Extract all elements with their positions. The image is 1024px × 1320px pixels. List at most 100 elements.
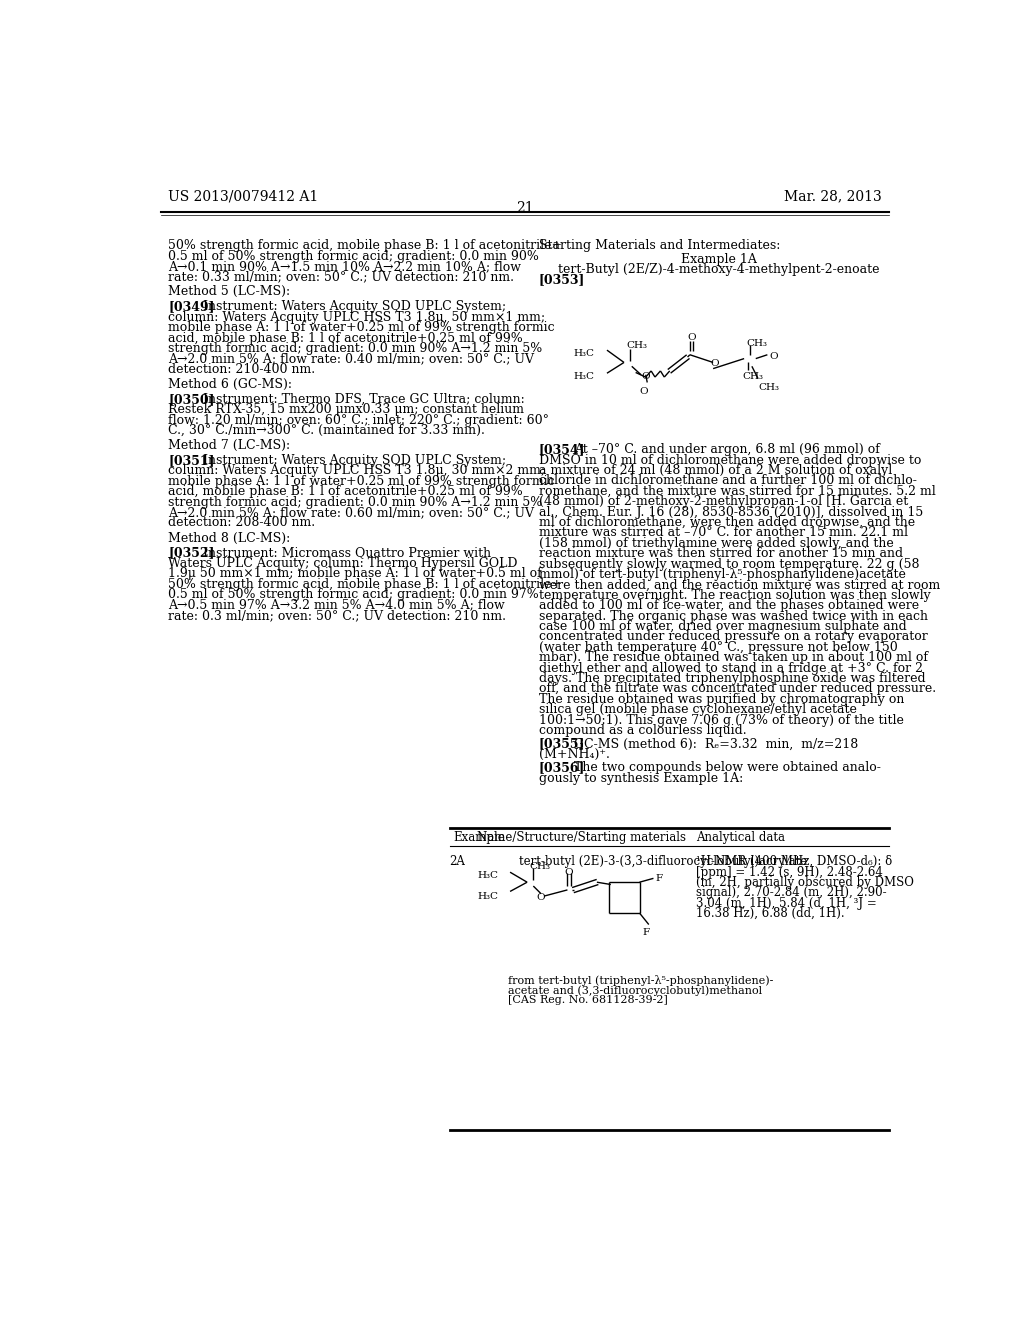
Text: subsequently slowly warmed to room temperature. 22 g (58: subsequently slowly warmed to room tempe…	[539, 557, 920, 570]
Text: acid, mobile phase B: 1 l of acetonitrile+0.25 ml of 99%: acid, mobile phase B: 1 l of acetonitril…	[168, 331, 523, 345]
Text: [0356]: [0356]	[539, 762, 585, 775]
Text: mobile phase A: 1 l of water+0.25 ml of 99% strength formic: mobile phase A: 1 l of water+0.25 ml of …	[168, 475, 555, 488]
Text: US 2013/0079412 A1: US 2013/0079412 A1	[168, 189, 318, 203]
Text: Method 6 (GC-MS):: Method 6 (GC-MS):	[168, 378, 292, 391]
Text: Instrument: Micromass Quattro Premier with: Instrument: Micromass Quattro Premier wi…	[203, 546, 492, 560]
Text: [0354]: [0354]	[539, 444, 586, 457]
Text: F: F	[643, 928, 650, 937]
Text: (48 mmol) of 2-methoxy-2-methylpropan-1-ol [H. Garcia et: (48 mmol) of 2-methoxy-2-methylpropan-1-…	[539, 495, 908, 508]
Text: from tert-butyl (triphenyl-λ⁵-phosphanylidene)-: from tert-butyl (triphenyl-λ⁵-phosphanyl…	[508, 974, 773, 986]
Text: DMSO in 10 ml of dichloromethane were added dropwise to: DMSO in 10 ml of dichloromethane were ad…	[539, 454, 922, 467]
Text: detection: 208-400 nm.: detection: 208-400 nm.	[168, 516, 315, 529]
Text: The two compounds below were obtained analo-: The two compounds below were obtained an…	[574, 762, 882, 775]
Text: O: O	[640, 387, 648, 396]
Text: C., 30° C./min→300° C. (maintained for 3.33 min).: C., 30° C./min→300° C. (maintained for 3…	[168, 424, 485, 437]
Text: case 100 ml of water, dried over magnesium sulphate and: case 100 ml of water, dried over magnesi…	[539, 620, 906, 634]
Text: [0351]: [0351]	[168, 454, 215, 467]
Text: strength formic acid; gradient: 0.0 min 90% A→1.2 min 5%: strength formic acid; gradient: 0.0 min …	[168, 342, 543, 355]
Text: [0350]: [0350]	[168, 393, 215, 405]
Text: compound as a colourless liquid.: compound as a colourless liquid.	[539, 723, 746, 737]
Text: Instrument: Waters Acquity SQD UPLC System;: Instrument: Waters Acquity SQD UPLC Syst…	[203, 454, 506, 467]
Text: mmol) of tert-butyl (triphenyl-λ⁵-phosphanylidene)acetate: mmol) of tert-butyl (triphenyl-λ⁵-phosph…	[539, 568, 905, 581]
Text: CH₃: CH₃	[529, 862, 551, 871]
Text: A→2.0 min 5% A; flow rate: 0.60 ml/min; oven: 50° C.; UV: A→2.0 min 5% A; flow rate: 0.60 ml/min; …	[168, 506, 535, 519]
Text: O: O	[564, 869, 573, 878]
Text: 50% strength formic acid, mobile phase B: 1 l of acetonitrile+: 50% strength formic acid, mobile phase B…	[168, 239, 562, 252]
Text: rate: 0.3 ml/min; oven: 50° C.; UV detection: 210 nm.: rate: 0.3 ml/min; oven: 50° C.; UV detec…	[168, 609, 506, 622]
Text: silica gel (mobile phase cyclohexane/ethyl acetate: silica gel (mobile phase cyclohexane/eth…	[539, 704, 857, 717]
Text: O: O	[537, 892, 546, 902]
Text: detection: 210-400 nm.: detection: 210-400 nm.	[168, 363, 315, 376]
Text: 1.9μ 50 mm×1 mm; mobile phase A: 1 l of water+0.5 ml of: 1.9μ 50 mm×1 mm; mobile phase A: 1 l of …	[168, 568, 542, 581]
Text: rate: 0.33 ml/min; oven: 50° C.; UV detection: 210 nm.: rate: 0.33 ml/min; oven: 50° C.; UV dete…	[168, 271, 514, 284]
Text: [CAS Reg. No. 681128-39-2]: [CAS Reg. No. 681128-39-2]	[508, 995, 668, 1006]
Text: The residue obtained was purified by chromatography on: The residue obtained was purified by chr…	[539, 693, 904, 706]
Text: [0349]: [0349]	[168, 301, 215, 313]
Text: [0352]: [0352]	[168, 546, 215, 560]
Text: strength formic acid; gradient: 0.0 min 90% A→1.2 min 5%: strength formic acid; gradient: 0.0 min …	[168, 496, 543, 508]
Text: 16.38 Hz), 6.88 (dd, 1H).: 16.38 Hz), 6.88 (dd, 1H).	[696, 907, 845, 920]
Text: romethane, and the mixture was stirred for 15 minutes. 5.2 ml: romethane, and the mixture was stirred f…	[539, 484, 936, 498]
Text: A→0.5 min 97% A→3.2 min 5% A→4.0 min 5% A; flow: A→0.5 min 97% A→3.2 min 5% A→4.0 min 5% …	[168, 598, 505, 611]
Text: Name/Structure/Starting materials: Name/Structure/Starting materials	[477, 832, 686, 845]
Text: H₃C: H₃C	[573, 348, 595, 358]
Text: separated. The organic phase was washed twice with in each: separated. The organic phase was washed …	[539, 610, 928, 623]
Text: CH₃: CH₃	[758, 383, 779, 392]
Text: Waters UPLC Acquity; column: Thermo Hypersil GOLD: Waters UPLC Acquity; column: Thermo Hype…	[168, 557, 518, 570]
Text: chloride in dichloromethane and a further 100 ml of dichlo-: chloride in dichloromethane and a furthe…	[539, 474, 916, 487]
Text: Method 5 (LC-MS):: Method 5 (LC-MS):	[168, 285, 291, 298]
Text: [0353]: [0353]	[539, 273, 585, 286]
Text: [0355]: [0355]	[539, 738, 585, 751]
Text: 0.5 ml of 50% strength formic acid; gradient: 0.0 min 97%: 0.5 ml of 50% strength formic acid; grad…	[168, 589, 539, 601]
Text: (m, 2H, partially obscured by DMSO: (m, 2H, partially obscured by DMSO	[696, 876, 914, 890]
Text: Method 7 (LC-MS):: Method 7 (LC-MS):	[168, 440, 291, 451]
Text: 50% strength formic acid, mobile phase B: 1 l of acetonitrile+: 50% strength formic acid, mobile phase B…	[168, 578, 562, 590]
Text: were then added, and the reaction mixture was stirred at room: were then added, and the reaction mixtur…	[539, 578, 940, 591]
Text: O: O	[641, 372, 649, 380]
Text: al., Chem. Eur. J. 16 (28), 8530-8536 (2010)], dissolved in 15: al., Chem. Eur. J. 16 (28), 8530-8536 (2…	[539, 506, 923, 519]
Text: 2A: 2A	[450, 855, 465, 869]
Text: mixture was stirred at –70° C. for another 15 min. 22.1 ml: mixture was stirred at –70° C. for anoth…	[539, 527, 907, 540]
Text: reaction mixture was then stirred for another 15 min and: reaction mixture was then stirred for an…	[539, 548, 903, 560]
Text: column: Waters Acquity UPLC HSS T3 1.8μ, 50 mm×1 mm;: column: Waters Acquity UPLC HSS T3 1.8μ,…	[168, 312, 546, 323]
Text: F: F	[655, 874, 663, 883]
Text: CH₃: CH₃	[746, 339, 767, 347]
Text: O: O	[711, 359, 719, 367]
Text: column: Waters Acquity UPLC HSS T3 1.8μ, 30 mm×2 mm;: column: Waters Acquity UPLC HSS T3 1.8μ,…	[168, 465, 546, 478]
Text: 100:1→50:1). This gave 7.06 g (73% of theory) of the title: 100:1→50:1). This gave 7.06 g (73% of th…	[539, 714, 903, 726]
Text: gously to synthesis Example 1A:: gously to synthesis Example 1A:	[539, 772, 743, 784]
Text: 0.5 ml of 50% strength formic acid; gradient: 0.0 min 90%: 0.5 ml of 50% strength formic acid; grad…	[168, 249, 540, 263]
Text: GC-MS (method 6):  Rₑ=3.32  min,  m/z=218: GC-MS (method 6): Rₑ=3.32 min, m/z=218	[574, 738, 859, 751]
Text: Analytical data: Analytical data	[696, 832, 785, 845]
Text: acid, mobile phase B: 1 l of acetonitrile+0.25 ml of 99%: acid, mobile phase B: 1 l of acetonitril…	[168, 486, 523, 498]
Text: flow: 1.20 ml/min; oven: 60° C.; inlet: 220° C.; gradient: 60°: flow: 1.20 ml/min; oven: 60° C.; inlet: …	[168, 413, 549, 426]
Text: H₃C: H₃C	[573, 372, 595, 380]
Text: 21: 21	[516, 201, 534, 215]
Text: 3.04 (m, 1H), 5.84 (d, 1H, ³J =: 3.04 (m, 1H), 5.84 (d, 1H, ³J =	[696, 896, 877, 909]
Text: tert-Butyl (2E/Z)-4-methoxy-4-methylpent-2-enoate: tert-Butyl (2E/Z)-4-methoxy-4-methylpent…	[558, 263, 880, 276]
Text: concentrated under reduced pressure on a rotary evaporator: concentrated under reduced pressure on a…	[539, 631, 928, 643]
Text: (M+NH₄)⁺.: (M+NH₄)⁺.	[539, 748, 609, 760]
Text: Instrument: Thermo DFS, Trace GC Ultra; column:: Instrument: Thermo DFS, Trace GC Ultra; …	[203, 393, 525, 405]
Text: O: O	[769, 352, 777, 362]
Text: mbar). The residue obtained was taken up in about 100 ml of: mbar). The residue obtained was taken up…	[539, 651, 928, 664]
Text: Restek RTX-35, 15 mx200 μmx0.33 μm; constant helium: Restek RTX-35, 15 mx200 μmx0.33 μm; cons…	[168, 404, 524, 416]
Text: off, and the filtrate was concentrated under reduced pressure.: off, and the filtrate was concentrated u…	[539, 682, 936, 696]
Text: a mixture of 24 ml (48 mmol) of a 2 M solution of oxalyl: a mixture of 24 ml (48 mmol) of a 2 M so…	[539, 465, 892, 477]
Text: Method 8 (LC-MS):: Method 8 (LC-MS):	[168, 532, 291, 544]
Text: CH₃: CH₃	[742, 372, 764, 381]
Text: Example: Example	[454, 832, 505, 845]
Text: Example 1A: Example 1A	[681, 252, 757, 265]
Text: Mar. 28, 2013: Mar. 28, 2013	[783, 189, 882, 203]
Text: (158 mmol) of triethylamine were added slowly, and the: (158 mmol) of triethylamine were added s…	[539, 537, 894, 550]
Text: A→0.1 min 90% A→1.5 min 10% A→2.2 min 10% A; flow: A→0.1 min 90% A→1.5 min 10% A→2.2 min 10…	[168, 260, 521, 273]
Text: H₃C: H₃C	[477, 892, 499, 902]
Text: (water bath temperature 40° C., pressure not below 150: (water bath temperature 40° C., pressure…	[539, 640, 897, 653]
Text: A→2.0 min 5% A; flow rate: 0.40 ml/min; oven: 50° C.; UV: A→2.0 min 5% A; flow rate: 0.40 ml/min; …	[168, 352, 535, 366]
Text: [ppm] = 1.42 (s, 9H), 2.48-2.64: [ppm] = 1.42 (s, 9H), 2.48-2.64	[696, 866, 883, 879]
Text: Instrument: Waters Acquity SQD UPLC System;: Instrument: Waters Acquity SQD UPLC Syst…	[203, 301, 506, 313]
Text: added to 100 ml of ice-water, and the phases obtained were: added to 100 ml of ice-water, and the ph…	[539, 599, 919, 612]
Text: days. The precipitated triphenylphosphine oxide was filtered: days. The precipitated triphenylphosphin…	[539, 672, 926, 685]
Text: O: O	[687, 333, 695, 342]
Text: ml of dichloromethane, were then added dropwise, and the: ml of dichloromethane, were then added d…	[539, 516, 914, 529]
